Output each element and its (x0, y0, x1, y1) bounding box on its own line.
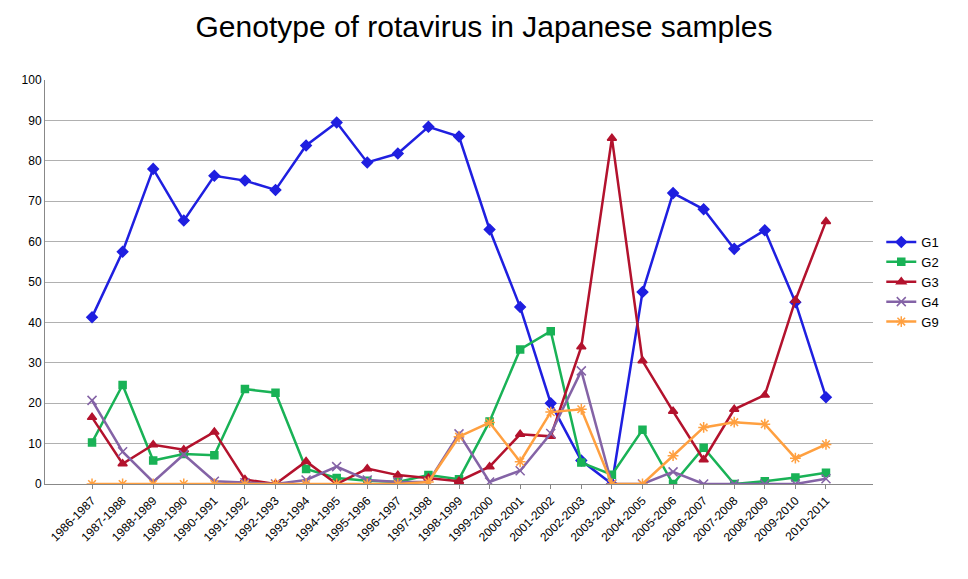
svg-text:1988-1989: 1988-1989 (109, 494, 160, 545)
svg-text:G3: G3 (921, 275, 938, 290)
svg-text:1999-2000: 1999-2000 (445, 494, 496, 545)
svg-text:100: 100 (22, 73, 42, 87)
svg-text:1987-1988: 1987-1988 (78, 494, 129, 545)
svg-text:2006-2007: 2006-2007 (660, 494, 711, 545)
svg-text:1989-1990: 1989-1990 (140, 494, 191, 545)
svg-text:30: 30 (28, 356, 42, 370)
svg-text:2007-2008: 2007-2008 (690, 494, 741, 545)
svg-text:1997-1998: 1997-1998 (384, 494, 435, 545)
svg-text:1993-1994: 1993-1994 (262, 494, 313, 545)
svg-text:40: 40 (28, 316, 42, 330)
svg-text:2003-2004: 2003-2004 (568, 494, 619, 545)
svg-text:G1: G1 (921, 235, 938, 250)
svg-text:2005-2006: 2005-2006 (629, 494, 680, 545)
svg-text:1990-1991: 1990-1991 (170, 494, 221, 545)
svg-text:1995-1996: 1995-1996 (323, 494, 374, 545)
svg-text:1994-1995: 1994-1995 (293, 494, 344, 545)
svg-text:1996-1997: 1996-1997 (354, 494, 405, 545)
svg-text:2004-2005: 2004-2005 (598, 494, 649, 545)
svg-text:Genotype of rotavirus in Japan: Genotype of rotavirus in Japanese sample… (196, 10, 773, 43)
svg-text:1991-1992: 1991-1992 (201, 494, 252, 545)
svg-text:G4: G4 (921, 295, 938, 310)
svg-text:2008-2009: 2008-2009 (721, 494, 772, 545)
svg-text:60: 60 (28, 235, 42, 249)
svg-text:1998-1999: 1998-1999 (415, 494, 466, 545)
svg-text:0: 0 (35, 477, 42, 491)
svg-text:2009-2010: 2009-2010 (751, 494, 802, 545)
svg-text:G2: G2 (921, 255, 938, 270)
svg-text:1992-1993: 1992-1993 (231, 494, 282, 545)
svg-text:20: 20 (28, 396, 42, 410)
svg-text:80: 80 (28, 154, 42, 168)
svg-text:2010-2011: 2010-2011 (782, 494, 832, 544)
svg-text:50: 50 (28, 275, 42, 289)
svg-text:70: 70 (28, 194, 42, 208)
svg-text:2000-2001: 2000-2001 (476, 494, 527, 545)
svg-text:1986-1987: 1986-1987 (48, 494, 99, 545)
svg-text:90: 90 (28, 114, 42, 128)
svg-text:2001-2002: 2001-2002 (507, 494, 558, 545)
svg-text:2002-2003: 2002-2003 (537, 494, 588, 545)
svg-text:10: 10 (28, 437, 42, 451)
svg-text:G9: G9 (921, 315, 938, 330)
